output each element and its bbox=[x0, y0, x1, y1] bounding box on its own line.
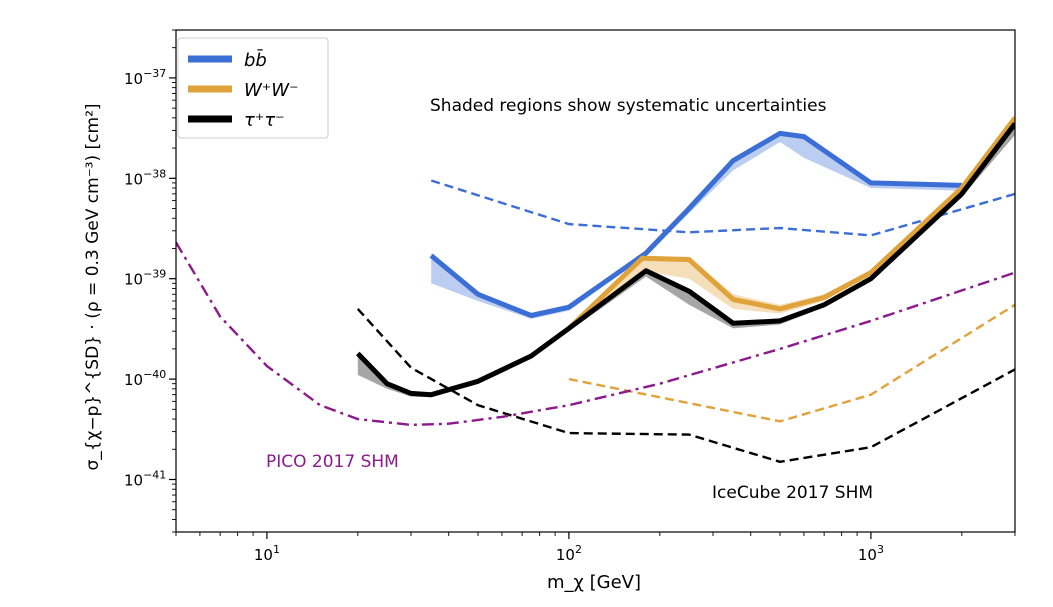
y-tick-label: 10−41 bbox=[124, 469, 166, 490]
y-tick-label: 10−39 bbox=[124, 268, 166, 289]
legend-label-bb: bb̄ bbox=[244, 49, 267, 71]
band-bb bbox=[431, 131, 962, 319]
legend-box bbox=[177, 37, 329, 139]
series-line-bb bbox=[429, 130, 962, 318]
x-tick-label: 103 bbox=[858, 543, 884, 564]
y-tick-label: 10−40 bbox=[124, 368, 166, 389]
series-line-ww bbox=[567, 116, 1015, 331]
series-line-bb-dashed bbox=[430, 179, 1015, 237]
axis-ticks: 101 102 103 10−41 10−40 10−39 10−38 10−37 bbox=[124, 29, 1016, 564]
annotation-systematics: Shaded regions show systematic uncertain… bbox=[430, 96, 827, 116]
pico-label: PICO 2017 SHM bbox=[266, 452, 399, 472]
series-line-tautau-dashed bbox=[356, 308, 1015, 463]
legend: bb̄ W⁺W⁻ τ⁺τ⁻ bbox=[177, 37, 329, 139]
y-axis-label: σ_{χ−p}^{SD} · (ρ = 0.3 GeV cm⁻³) [cm²] bbox=[83, 103, 103, 470]
legend-label-ww: W⁺W⁻ bbox=[244, 80, 299, 101]
x-axis-label: m_χ [GeV] bbox=[547, 572, 641, 593]
plot-frame bbox=[175, 29, 1016, 533]
plot-area bbox=[176, 114, 1015, 463]
x-tick-label: 102 bbox=[556, 543, 582, 564]
x-tick-label: 101 bbox=[254, 543, 280, 564]
series-line-tautau bbox=[356, 122, 1015, 398]
band-ww bbox=[568, 114, 1015, 332]
series-line-pico bbox=[176, 241, 1015, 427]
y-tick-label: 10−38 bbox=[124, 167, 166, 188]
y-tick-label: 10−37 bbox=[124, 67, 166, 88]
series-line-ww-dashed bbox=[568, 303, 1015, 423]
icecube-label: IceCube 2017 SHM bbox=[712, 483, 873, 503]
legend-label-tautau: τ⁺τ⁻ bbox=[244, 110, 285, 131]
